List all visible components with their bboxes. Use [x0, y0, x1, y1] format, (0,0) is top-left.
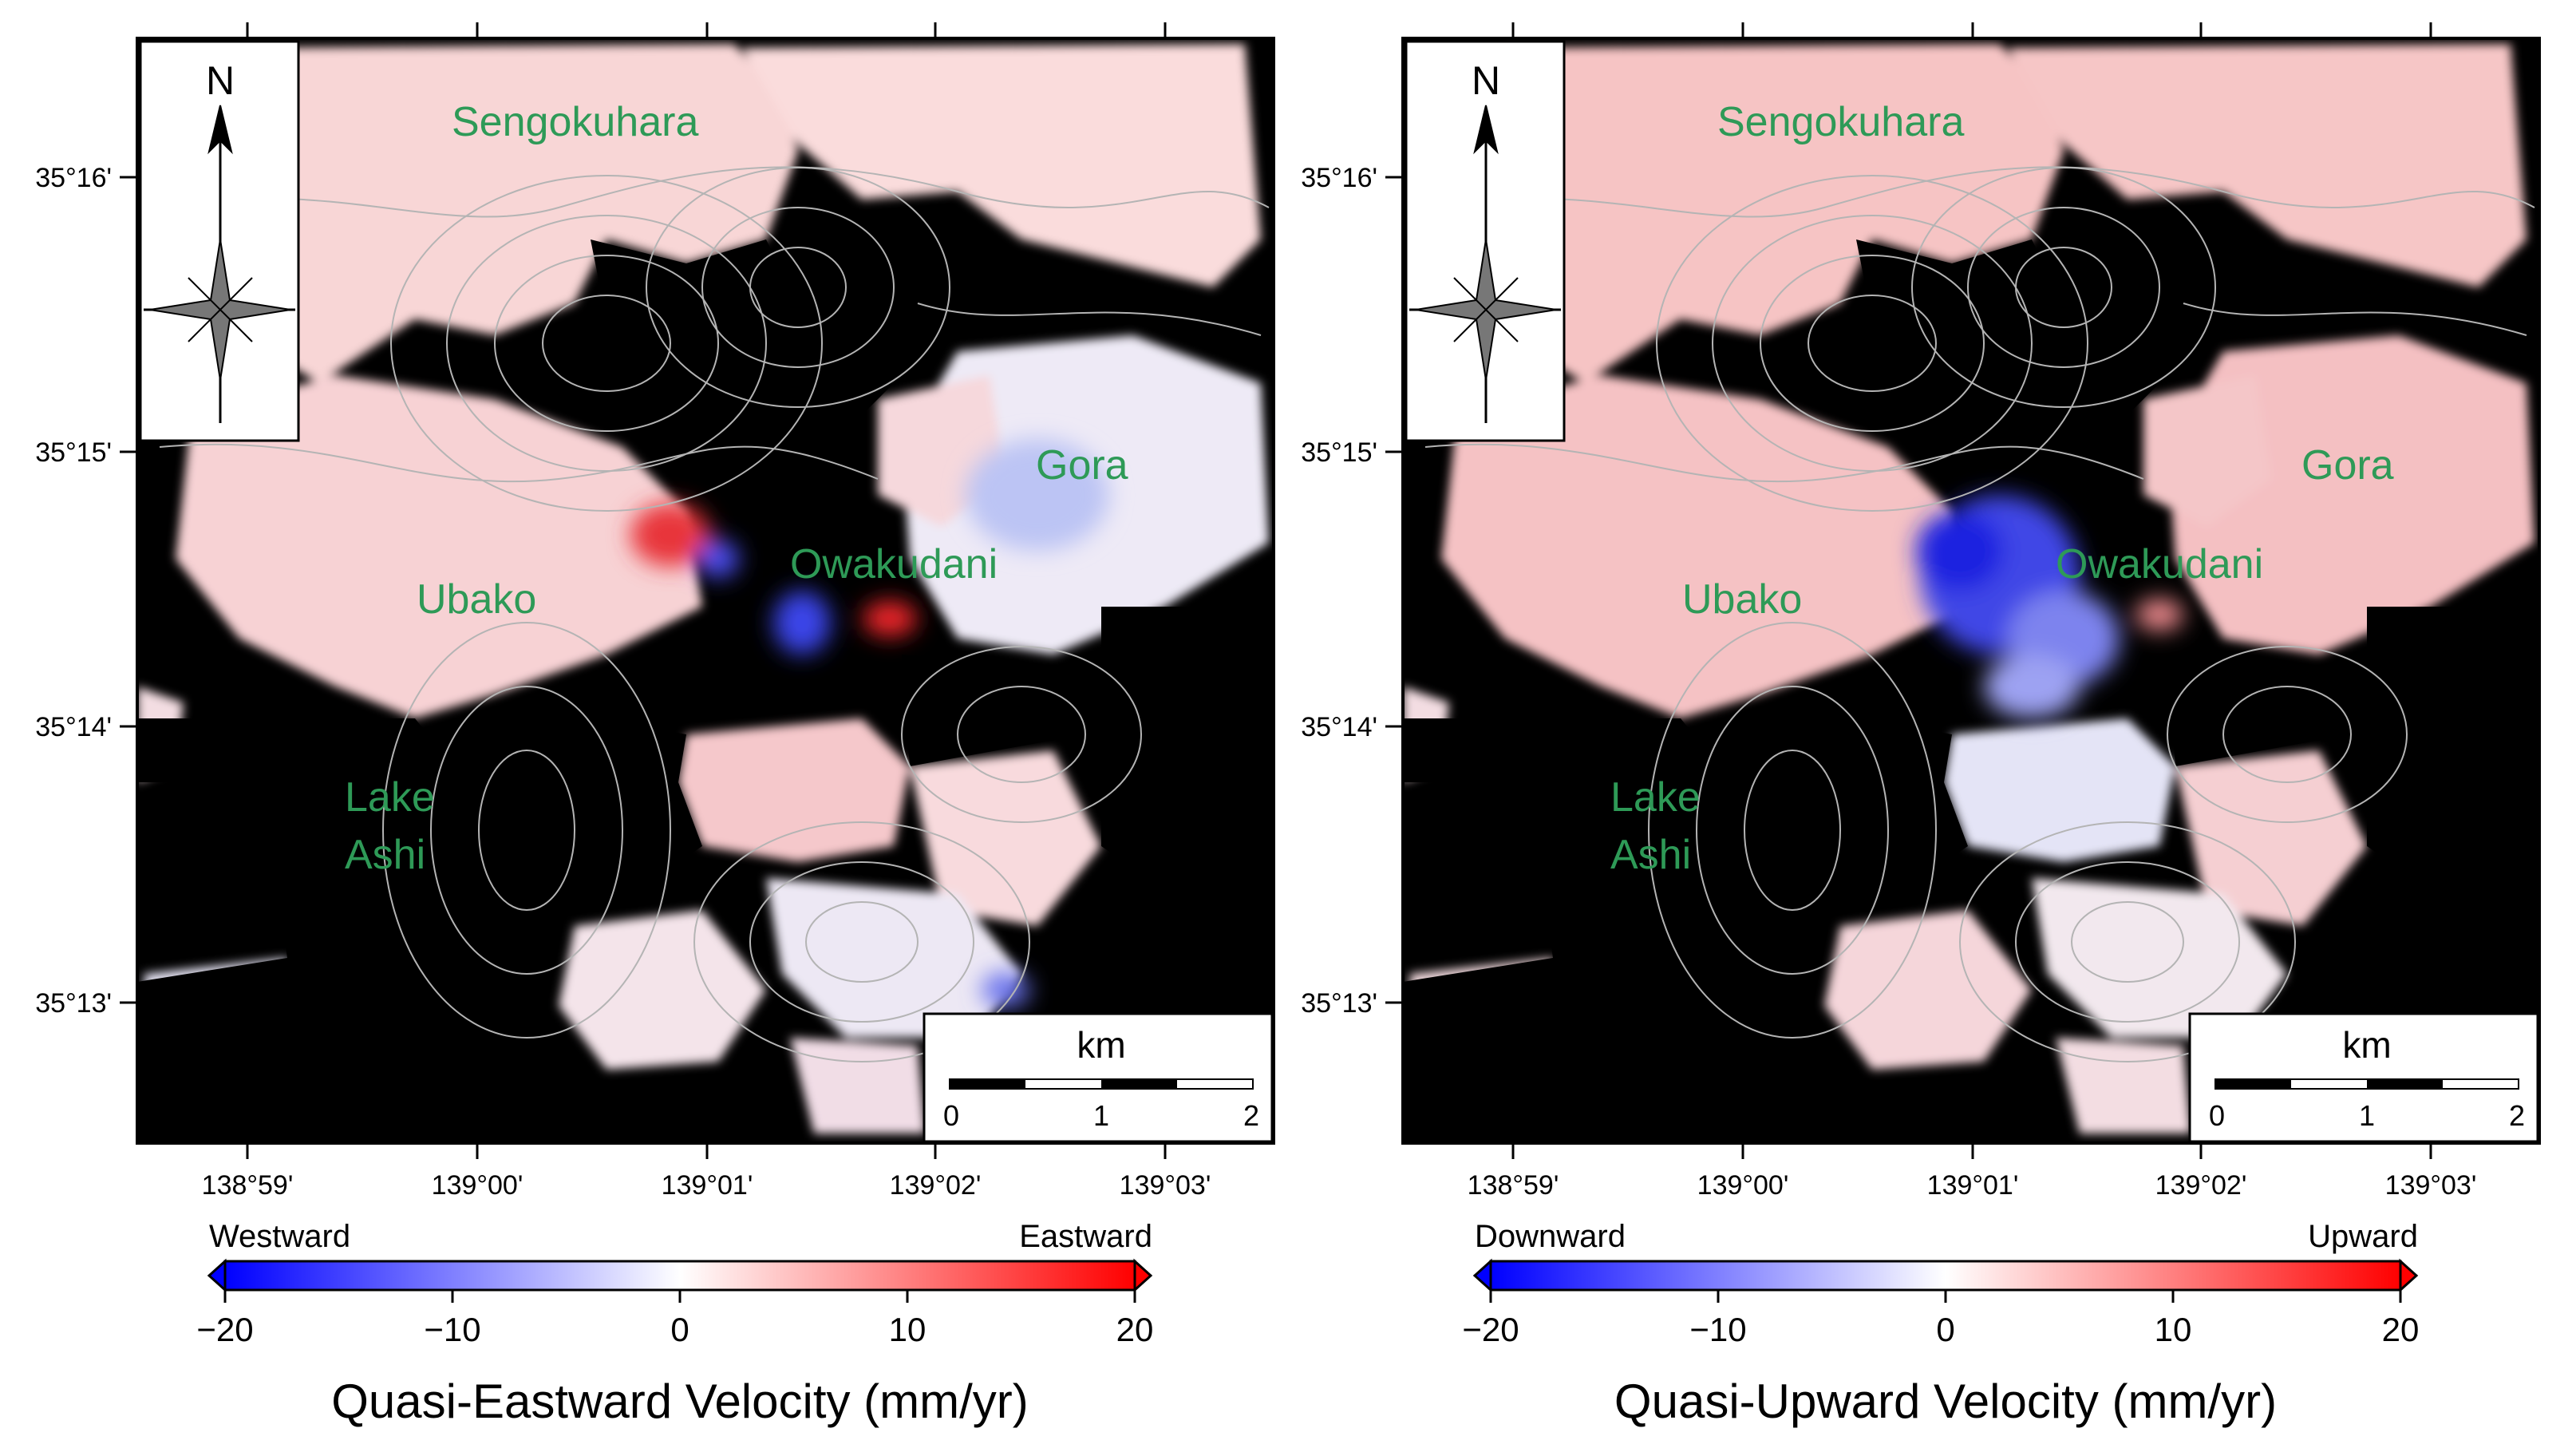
- colorbar-title: Quasi-Upward Velocity (mm/yr): [1614, 1375, 2277, 1428]
- colorbar-end-right: Eastward: [1019, 1219, 1152, 1254]
- scale-bar-unit: km: [1077, 1024, 1125, 1066]
- lat-tick-label: 35°13': [35, 988, 112, 1019]
- north-label: N: [1472, 58, 1500, 103]
- label-lake-line1: Lake: [1610, 774, 1701, 821]
- colorbar-tick: −10: [1689, 1311, 1746, 1348]
- panel-upward: N km 0 1 2 Sengokuhara Gora Ubako Owakud…: [1301, 22, 2541, 1428]
- lat-tick-label: 35°14': [35, 712, 112, 742]
- scale-tick: 0: [943, 1099, 959, 1132]
- colorbar: [207, 1258, 1153, 1293]
- label-lake-line2: Ashi: [345, 832, 425, 878]
- colorbar-tick: 10: [889, 1311, 926, 1348]
- scale-bar-box: [2188, 1012, 2539, 1143]
- lon-tick-label: 139°00': [1697, 1170, 1789, 1201]
- lon-tick-label: 139°00': [432, 1170, 523, 1201]
- colorbar-tick: 10: [2155, 1311, 2192, 1348]
- colorbar-end-left: Westward: [209, 1219, 350, 1254]
- colorbar-tick: 0: [670, 1311, 689, 1348]
- label-ubako: Ubako: [417, 576, 536, 623]
- label-owakudani: Owakudani: [790, 541, 998, 588]
- colorbar-tick: −10: [424, 1311, 480, 1348]
- scale-tick: 0: [2209, 1099, 2225, 1132]
- lon-tick-label: 139°01': [662, 1170, 753, 1201]
- label-lake-line2: Ashi: [1610, 832, 1691, 878]
- lon-tick-label: 139°02': [2155, 1170, 2247, 1201]
- scale-bar-box: [923, 1012, 1274, 1143]
- lon-tick-label: 139°03': [2385, 1170, 2477, 1201]
- lat-tick-label: 35°16': [1301, 163, 1377, 193]
- lat-tick-label: 35°16': [35, 163, 112, 193]
- scale-bar: [2214, 1078, 2519, 1090]
- lon-tick-label: 139°01': [1927, 1170, 2019, 1201]
- lon-tick-label: 139°03': [1120, 1170, 1211, 1201]
- colorbar-tick: 0: [1936, 1311, 1954, 1348]
- colorbar-tick: 20: [1116, 1311, 1154, 1348]
- scale-bar: [949, 1078, 1254, 1090]
- lat-tick-label: 35°13': [1301, 988, 1377, 1019]
- label-gora: Gora: [2301, 442, 2394, 489]
- label-sengokuhara: Sengokuhara: [452, 99, 698, 145]
- lat-tick-label: 35°15': [1301, 437, 1377, 468]
- colorbar: [1472, 1258, 2419, 1293]
- place-labels: Sengokuhara Gora Ubako Owakudani Lake As…: [1610, 99, 2394, 878]
- colorbar-end-right: Upward: [2308, 1219, 2418, 1254]
- label-gora: Gora: [1036, 442, 1128, 489]
- label-owakudani: Owakudani: [2056, 541, 2263, 588]
- colorbar-tick: −20: [196, 1311, 253, 1348]
- lat-tick-label: 35°14': [1301, 712, 1377, 742]
- label-lake-line1: Lake: [345, 774, 435, 821]
- colorbar-title: Quasi-Eastward Velocity (mm/yr): [331, 1375, 1029, 1428]
- lon-tick-label: 138°59': [202, 1170, 294, 1201]
- scale-tick: 1: [1093, 1099, 1109, 1132]
- panel-eastward: N km 0 1 2 Sengokuhara Gora Ubako Owakud…: [35, 22, 1275, 1428]
- velocity-field: [1403, 44, 2539, 1143]
- lon-tick-label: 138°59': [1468, 1170, 1559, 1201]
- colorbar-tick: −20: [1462, 1311, 1519, 1348]
- colorbar-tick: 20: [2382, 1311, 2420, 1348]
- place-labels: Sengokuhara Gora Ubako Owakudani Lake As…: [345, 99, 1128, 878]
- velocity-field: [137, 44, 1274, 1143]
- label-sengokuhara: Sengokuhara: [1717, 99, 1964, 145]
- scale-tick: 2: [1243, 1099, 1259, 1132]
- colorbar-end-left: Downward: [1475, 1219, 1626, 1254]
- scale-tick: 1: [2359, 1099, 2375, 1132]
- scale-tick: 2: [2509, 1099, 2525, 1132]
- lon-tick-label: 139°02': [890, 1170, 982, 1201]
- scale-bar-unit: km: [2342, 1024, 2391, 1066]
- label-ubako: Ubako: [1682, 576, 1802, 623]
- lat-tick-label: 35°15': [35, 437, 112, 468]
- north-label: N: [206, 58, 235, 103]
